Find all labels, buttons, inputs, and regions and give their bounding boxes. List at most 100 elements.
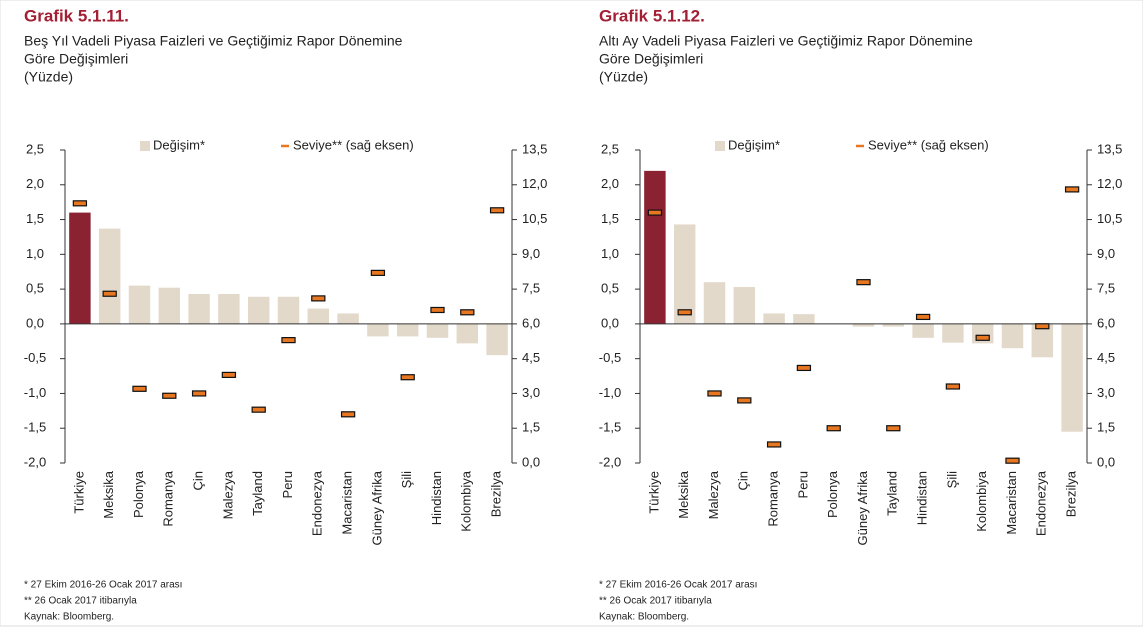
chart-title: Grafik 5.1.11. xyxy=(24,6,129,25)
level-marker xyxy=(221,371,237,378)
y-tick-label: -1,0 xyxy=(599,385,621,400)
y2-tick-label: 12,0 xyxy=(522,176,547,191)
y2-tick-label: 7,5 xyxy=(1097,281,1115,296)
bar xyxy=(69,212,91,324)
y2-tick-label: 13,5 xyxy=(522,141,547,156)
level-marker xyxy=(886,425,901,432)
y2-tick-label: 7,5 xyxy=(522,281,540,296)
bar xyxy=(456,323,479,344)
y2-tick-label: 0,0 xyxy=(522,454,540,469)
x-tick-label: Güney Afrika xyxy=(855,470,870,545)
y2-tick-label: 3,0 xyxy=(1097,385,1115,400)
unit-label: (Yüzde) xyxy=(599,69,648,85)
y-tick-label: 0,0 xyxy=(601,315,619,330)
y2-tick-label: 4,5 xyxy=(522,350,540,365)
y2-tick-label: 4,5 xyxy=(1097,350,1115,365)
chart-title: Grafik 5.1.12. xyxy=(599,6,705,25)
level-marker xyxy=(489,207,505,214)
level-marker xyxy=(677,309,692,316)
bar xyxy=(673,224,696,324)
unit-label: (Yüzde) xyxy=(24,69,73,85)
bar xyxy=(128,285,151,324)
y-tick-label: -0,5 xyxy=(599,350,621,365)
legend-label: Seviye** (sağ eksen) xyxy=(868,137,989,152)
footnote: ** 26 Ocak 2017 itibarıyla xyxy=(24,596,137,607)
y-tick-label: -0,5 xyxy=(24,350,46,365)
y2-tick-label: 1,5 xyxy=(1097,420,1115,435)
level-marker xyxy=(400,374,415,381)
bar xyxy=(882,323,905,327)
level-marker xyxy=(72,200,88,207)
y2-tick-label: 0,0 xyxy=(1097,454,1115,469)
legend-label: Değişim* xyxy=(728,137,780,152)
level-marker xyxy=(430,306,445,314)
x-tick-label: Malezya xyxy=(220,470,235,519)
y2-tick-label: 9,0 xyxy=(522,246,540,261)
chart-subtitle: Beş Yıl Vadeli Piyasa Faizleri ve Geçtiğ… xyxy=(24,33,403,49)
bar xyxy=(158,287,181,324)
y2-tick-label: 6,0 xyxy=(522,315,540,330)
level-marker xyxy=(707,390,722,397)
legend-swatch xyxy=(715,141,725,151)
x-tick-label: Tayland xyxy=(250,471,265,516)
level-marker xyxy=(191,390,207,397)
x-tick-label: Çin xyxy=(736,471,751,491)
x-tick-label: Macaristan xyxy=(340,471,355,535)
bar xyxy=(277,296,300,324)
x-tick-label: Brezilya xyxy=(1064,470,1079,517)
level-marker xyxy=(766,441,782,448)
level-marker xyxy=(370,269,386,276)
x-tick-label: Endonezya xyxy=(310,470,325,536)
x-tick-label: Peru xyxy=(795,471,810,498)
bar xyxy=(912,323,934,338)
bar xyxy=(337,313,359,324)
y-tick-label: 2,5 xyxy=(26,141,44,156)
y-tick-label: 2,5 xyxy=(601,141,619,156)
bar xyxy=(367,323,389,337)
bar xyxy=(703,282,726,324)
x-tick-label: Peru xyxy=(280,471,295,498)
level-marker xyxy=(1035,323,1050,330)
level-marker xyxy=(132,385,147,392)
y-tick-label: -1,5 xyxy=(599,420,621,435)
level-marker xyxy=(281,337,296,344)
y-tick-label: 1,0 xyxy=(26,246,44,261)
level-marker xyxy=(945,383,961,390)
x-tick-label: Tayland xyxy=(885,471,900,516)
x-tick-label: Brezilya xyxy=(489,470,504,517)
y2-tick-label: 12,0 xyxy=(1097,176,1122,191)
footnote: * 27 Ekim 2016-26 Ocak 2017 arası xyxy=(599,580,757,591)
y-tick-label: 0,5 xyxy=(26,281,44,296)
bar xyxy=(644,170,666,324)
level-marker xyxy=(311,295,326,302)
x-tick-label: Endonezya xyxy=(1034,470,1049,536)
x-tick-label: Meksika xyxy=(101,470,116,518)
level-marker xyxy=(737,397,752,404)
level-marker xyxy=(1064,186,1080,193)
chart-subtitle: Göre Değişimleri xyxy=(599,51,703,67)
y-tick-label: 0,0 xyxy=(26,315,44,330)
bar xyxy=(793,314,815,324)
x-tick-label: Türkiye xyxy=(646,471,661,514)
level-marker xyxy=(647,209,663,216)
y-tick-label: 1,5 xyxy=(601,211,619,226)
level-marker xyxy=(856,279,871,286)
x-tick-label: Hindistan xyxy=(915,471,930,525)
footnote: Kaynak: Bloomberg. xyxy=(599,612,689,623)
x-tick-label: Şili xyxy=(399,471,414,488)
x-tick-label: Meksika xyxy=(676,470,691,518)
y-tick-label: -2,0 xyxy=(599,454,621,469)
level-marker xyxy=(460,309,475,316)
bar xyxy=(733,287,756,324)
x-tick-label: Çin xyxy=(191,471,206,491)
x-tick-label: Şili xyxy=(944,471,959,488)
bar xyxy=(307,308,330,324)
y2-tick-label: 10,5 xyxy=(522,211,547,226)
x-tick-label: Polonya xyxy=(825,470,840,518)
level-marker xyxy=(251,406,266,413)
y-tick-label: 0,5 xyxy=(601,281,619,296)
y-tick-label: 2,0 xyxy=(601,176,619,191)
x-tick-label: Kolombiya xyxy=(459,470,474,531)
y2-tick-label: 6,0 xyxy=(1097,315,1115,330)
level-marker xyxy=(102,290,117,297)
